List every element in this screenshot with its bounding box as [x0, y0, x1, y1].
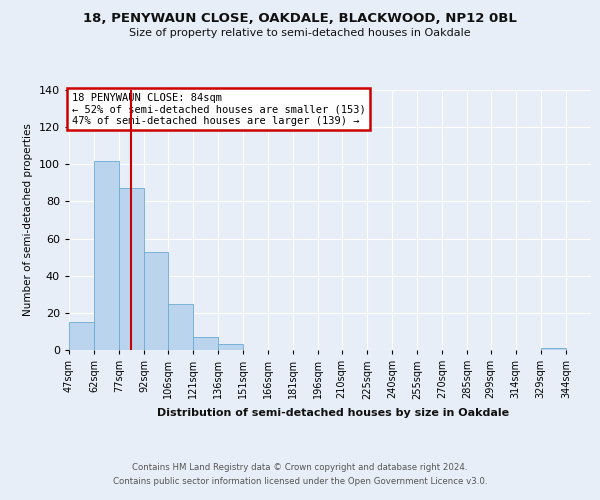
Bar — [119, 188, 144, 350]
Bar — [541, 348, 566, 350]
Bar — [69, 322, 94, 350]
Text: 18, PENYWAUN CLOSE, OAKDALE, BLACKWOOD, NP12 0BL: 18, PENYWAUN CLOSE, OAKDALE, BLACKWOOD, … — [83, 12, 517, 26]
Bar — [168, 304, 193, 350]
Text: Contains public sector information licensed under the Open Government Licence v3: Contains public sector information licen… — [113, 478, 487, 486]
Text: 18 PENYWAUN CLOSE: 84sqm
← 52% of semi-detached houses are smaller (153)
47% of : 18 PENYWAUN CLOSE: 84sqm ← 52% of semi-d… — [71, 92, 365, 126]
Bar — [218, 344, 243, 350]
Bar — [144, 252, 168, 350]
Bar — [193, 337, 218, 350]
Bar — [94, 160, 119, 350]
Text: Distribution of semi-detached houses by size in Oakdale: Distribution of semi-detached houses by … — [157, 408, 509, 418]
Y-axis label: Number of semi-detached properties: Number of semi-detached properties — [23, 124, 33, 316]
Text: Size of property relative to semi-detached houses in Oakdale: Size of property relative to semi-detach… — [129, 28, 471, 38]
Text: Contains HM Land Registry data © Crown copyright and database right 2024.: Contains HM Land Registry data © Crown c… — [132, 462, 468, 471]
